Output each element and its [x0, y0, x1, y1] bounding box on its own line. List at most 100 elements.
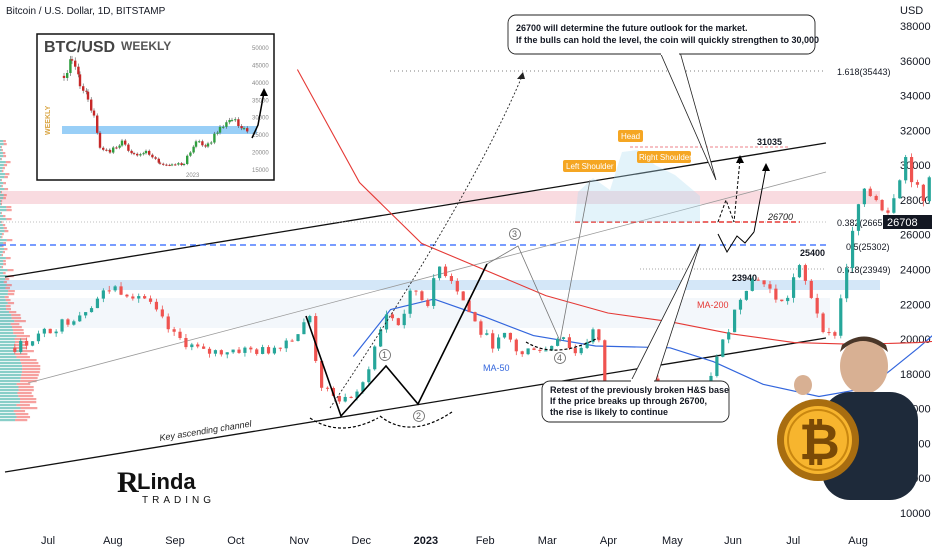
inset-candle-body: [96, 115, 99, 133]
candle-body: [89, 308, 94, 313]
volume-profile-bar: [7, 269, 14, 272]
volume-profile-bar: [0, 284, 7, 287]
volume-profile-bar: [6, 284, 12, 287]
bottom-arc-3: [525, 337, 599, 351]
inset-price-axis: 50000 45000 40000 35000 30000 25000 20000 15000: [252, 46, 269, 174]
logo-main-text: Linda: [137, 469, 196, 494]
candle-body: [833, 332, 837, 336]
inset-candle-body: [70, 59, 74, 61]
wave-3-4-pattern: [486, 179, 591, 343]
volume-profile-bar: [0, 269, 8, 272]
volume-profile-bar: [0, 155, 4, 158]
svg-text:₿: ₿: [799, 413, 840, 471]
candle-body: [797, 265, 802, 278]
volume-profile-bar: [0, 410, 14, 413]
time-axis[interactable]: Jul Aug Sep Oct Nov Dec 2023 Feb Mar Apr May Jun Jul…: [41, 535, 868, 547]
volume-profile-bar: [6, 206, 12, 209]
candle-body: [166, 316, 170, 330]
volume-profile-bar: [0, 149, 2, 152]
volume-profile-bar: [0, 215, 3, 218]
candle-body: [337, 395, 341, 402]
volume-profile-bar: [1, 203, 2, 206]
volume-profile-bar: [18, 386, 34, 389]
bitcoin-coin-icon: ₿: [777, 399, 859, 481]
volume-profile-bar: [0, 263, 4, 266]
candle-body: [325, 387, 330, 389]
left-shoulder-tag: Left Shoulder: [563, 160, 616, 172]
inset-candle-body: [168, 164, 171, 166]
inset-candle-body: [158, 162, 162, 164]
candle-body: [367, 369, 371, 383]
candle-body: [561, 337, 566, 339]
x-tick-label: Nov: [289, 535, 309, 547]
inset-candle-body: [148, 150, 151, 155]
candle-body: [579, 347, 583, 354]
candle-body: [485, 333, 489, 335]
volume-profile-bar: [20, 377, 38, 380]
volume-profile-bar: [3, 182, 6, 185]
inset-candle-body: [90, 99, 93, 111]
volume-profile-bar: [12, 329, 24, 332]
candle-body: [131, 296, 135, 299]
candle-body: [839, 298, 843, 336]
projection-arc: [329, 73, 524, 409]
volume-profile-bar: [5, 305, 11, 308]
x-tick-label: Jun: [724, 535, 742, 547]
inset-candle-body: [228, 119, 231, 123]
candle-body: [107, 290, 111, 292]
inset-candle-body: [170, 164, 174, 166]
candle-body: [786, 297, 790, 302]
inset-candle-body: [118, 145, 121, 148]
candle-body: [432, 278, 436, 306]
candle-body: [721, 339, 725, 357]
resistance-band: [0, 191, 880, 204]
candle-body: [909, 157, 914, 183]
volume-profile-bar: [1, 212, 2, 215]
candle-body: [709, 375, 713, 384]
candle-body: [207, 348, 212, 354]
volume-profile-bar: [0, 401, 20, 404]
candle-body: [526, 348, 530, 355]
fib-0382-label: 0.382(26655): [837, 218, 891, 228]
candle-body: [355, 391, 359, 398]
volume-profile-bar: [14, 320, 26, 323]
point-label-1: 1: [379, 349, 391, 361]
volume-profile-bar: [5, 299, 11, 302]
candle-body: [361, 382, 365, 392]
candle-body: [438, 266, 442, 279]
volume-profile-bar: [4, 176, 8, 179]
candle-body: [892, 198, 896, 213]
volume-profile-bar: [11, 317, 22, 320]
top-note-line-2: If the bulls can hold the level, the coi…: [516, 35, 819, 45]
volume-profile-bar: [4, 248, 8, 251]
candle-body: [349, 396, 353, 398]
x-tick-label: Apr: [600, 535, 617, 547]
logo-sub-text: TRADING: [142, 495, 215, 506]
volume-profile-bar: [1, 170, 4, 173]
weekly-inset-chart: BTC/USD WEEKLY WEEKLY 50000 45000 40000 350…: [36, 33, 275, 181]
candle-body: [809, 280, 813, 298]
inset-candle-body: [180, 163, 183, 165]
volume-profile-bar: [0, 407, 21, 410]
volume-profile-bar: [1, 185, 3, 188]
volume-profile-bar: [5, 287, 10, 290]
volume-profile-bar: [0, 386, 19, 389]
volume-profile-bar: [0, 197, 4, 200]
projection-alt-arrow: [736, 155, 744, 163]
inset-candle-body: [242, 128, 246, 130]
volume-profile-bar: [1, 158, 2, 161]
candle-body: [266, 347, 271, 354]
candle-body: [42, 328, 46, 334]
volume-profile-bar: [3, 260, 6, 263]
volume-profile-bar: [0, 404, 17, 407]
inset-candle-body: [82, 86, 85, 91]
inset-title: BTC/USD: [44, 39, 115, 56]
candle-body: [343, 396, 347, 402]
volume-profile-bar: [0, 152, 3, 155]
candle-body: [66, 319, 70, 325]
inset-candle-body: [115, 147, 118, 149]
candle-body: [904, 157, 908, 181]
volume-profile-bar: [0, 224, 3, 227]
level-26700-label: 26700: [767, 212, 793, 222]
